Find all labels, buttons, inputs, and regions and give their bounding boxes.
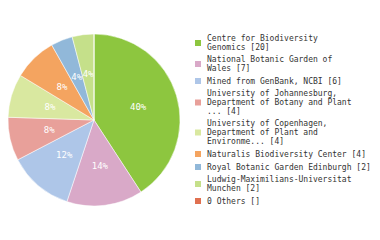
svg-text:40%: 40% — [130, 102, 147, 112]
svg-text:4%: 4% — [83, 69, 94, 79]
svg-text:Munchen [2]: Munchen [2] — [207, 184, 260, 193]
svg-text:... [4]: ... [4] — [207, 107, 241, 116]
svg-text:National Botanic Garden of: National Botanic Garden of — [207, 55, 332, 64]
svg-text:University of Johannesburg,: University of Johannesburg, — [207, 89, 337, 98]
svg-text:8%: 8% — [44, 125, 55, 135]
svg-text:Wales [7]: Wales [7] — [207, 64, 250, 73]
svg-text:Centre for Biodiversity: Centre for Biodiversity — [207, 34, 318, 43]
svg-text:4%: 4% — [71, 72, 82, 82]
svg-text:12%: 12% — [56, 150, 73, 160]
svg-text:8%: 8% — [44, 102, 55, 112]
svg-text:8%: 8% — [57, 82, 68, 92]
svg-text:University of Copenhagen,: University of Copenhagen, — [207, 119, 327, 128]
svg-text:14%: 14% — [92, 161, 109, 171]
svg-text:0 Others []: 0 Others [] — [207, 197, 260, 206]
svg-text:Royal Botanic Garden Edinburgh: Royal Botanic Garden Edinburgh [2] — [207, 163, 371, 172]
svg-text:Mined from GenBank, NCBI [6]: Mined from GenBank, NCBI [6] — [207, 77, 342, 86]
svg-text:Ludwig-Maximilians-Universitat: Ludwig-Maximilians-Universitat — [207, 175, 352, 184]
svg-text:Genomics [20]: Genomics [20] — [207, 43, 270, 52]
svg-text:Environme... [4]: Environme... [4] — [207, 137, 284, 146]
svg-text:Naturalis Biodiversity Center: Naturalis Biodiversity Center [4] — [207, 150, 366, 159]
svg-text:Department of Botany and Plant: Department of Botany and Plant — [207, 98, 352, 107]
svg-text:Department of Plant and: Department of Plant and — [207, 128, 318, 137]
